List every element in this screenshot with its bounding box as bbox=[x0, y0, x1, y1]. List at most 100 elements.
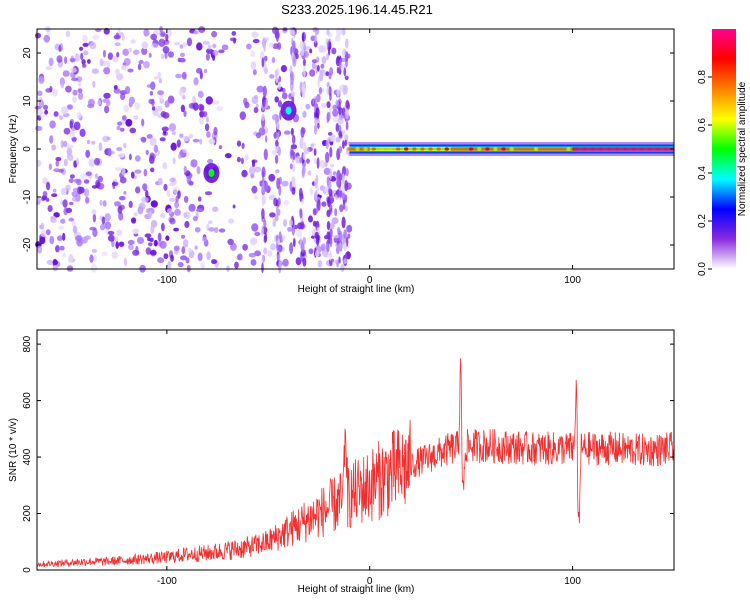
spectrogram-cell bbox=[82, 42, 89, 47]
spectrogram-streak bbox=[313, 124, 318, 135]
spectrogram-streak bbox=[275, 69, 278, 79]
spectrogram-cell bbox=[199, 104, 205, 111]
spectrogram-cell bbox=[132, 228, 140, 235]
spectrogram-cell bbox=[130, 171, 135, 179]
spectrogram-cell bbox=[159, 137, 166, 142]
spectrogram-cell bbox=[206, 48, 213, 54]
spectrogram-cell bbox=[101, 251, 108, 257]
spectrogram-cell bbox=[123, 191, 127, 195]
spectrogram-cell bbox=[188, 181, 194, 186]
spectrogram-cell bbox=[308, 215, 313, 223]
spectrogram-streak bbox=[341, 107, 346, 116]
spectrogram-cell bbox=[312, 208, 317, 216]
spectrogram-streak bbox=[274, 215, 279, 222]
spectrogram-cell bbox=[45, 229, 51, 236]
spectrogram-streak bbox=[327, 180, 332, 190]
spectrogram-streak bbox=[336, 188, 340, 198]
spectrogram-cell bbox=[118, 241, 125, 247]
spectrogram-cell bbox=[183, 165, 187, 173]
spectrogram-cell bbox=[55, 245, 60, 253]
spectrogram-cell bbox=[145, 149, 149, 156]
spectrogram-streak bbox=[301, 198, 304, 205]
spectrogram-cell bbox=[142, 183, 148, 191]
spectrogram-cell bbox=[190, 159, 198, 168]
spectrogram-cell bbox=[117, 153, 125, 158]
spectrogram-cell bbox=[274, 96, 280, 103]
spectrogram-cell bbox=[329, 222, 335, 230]
spectrogram-cell bbox=[65, 207, 73, 213]
spectrogram-cell bbox=[94, 173, 99, 179]
spectrogram-cell bbox=[176, 139, 181, 148]
spectrogram-cell bbox=[157, 90, 165, 96]
spectrogram-cell bbox=[169, 197, 176, 202]
spectrogram-cell bbox=[45, 88, 52, 93]
colorbar-label: Normalized spectral amplitude bbox=[737, 81, 748, 216]
spectrogram-cell bbox=[52, 259, 58, 265]
spectrogram-cell bbox=[281, 92, 288, 100]
spectrogram-streak bbox=[261, 170, 264, 178]
spectrogram-streak bbox=[343, 258, 348, 265]
spectrogram-streak bbox=[298, 187, 303, 198]
spectrogram-cell bbox=[167, 95, 175, 104]
spectrogram-cell bbox=[72, 225, 78, 234]
spectrogram-cell bbox=[102, 200, 107, 207]
spectrogram-streak bbox=[325, 151, 330, 163]
spectrogram-cell bbox=[60, 83, 64, 89]
snr-ticks: -100 0 100 0 200 400 600 800 bbox=[22, 330, 674, 587]
spectrogram-cell bbox=[134, 169, 142, 174]
spectrogram-cell bbox=[186, 37, 193, 47]
spectrogram-streak bbox=[342, 140, 345, 149]
spectrogram-cell bbox=[34, 32, 42, 39]
spectrogram-cell bbox=[153, 144, 159, 153]
spectrogram-cell bbox=[131, 217, 137, 224]
spectrogram-cell bbox=[208, 220, 213, 225]
spectrogram-cell bbox=[106, 60, 111, 69]
spectrogram-cell bbox=[150, 33, 158, 41]
spectrogram-cell bbox=[145, 247, 152, 255]
spectrogram-cell bbox=[114, 167, 122, 172]
spectrogram-streak bbox=[337, 226, 340, 234]
spectrogram-cell bbox=[320, 45, 328, 53]
spectrogram-cell bbox=[89, 254, 94, 263]
spectrogram-cell bbox=[150, 81, 156, 90]
colorbar-tick-label: 0.8 bbox=[697, 70, 708, 84]
spectrogram-cell bbox=[97, 100, 101, 106]
spectrogram-cell bbox=[115, 68, 120, 76]
spectrogram-streak bbox=[292, 55, 297, 68]
spectrogram-cell bbox=[197, 90, 204, 98]
spectrogram-streak bbox=[291, 28, 295, 36]
spectrogram-cell bbox=[269, 42, 275, 48]
spectrogram-cell bbox=[66, 104, 73, 110]
spectrogram-streak bbox=[344, 179, 349, 192]
spectrogram-cell bbox=[239, 111, 246, 120]
spectrogram-cell bbox=[167, 208, 173, 214]
spectrogram-cell bbox=[144, 233, 152, 238]
spectrogram-streak bbox=[302, 32, 305, 43]
spectrogram-cell bbox=[184, 220, 190, 229]
spectrogram-cell bbox=[116, 147, 123, 152]
figure-title: S233.2025.196.14.45.R21 bbox=[281, 2, 433, 17]
spectrogram-cell bbox=[71, 220, 76, 228]
spectrogram-cell bbox=[58, 225, 65, 230]
spectrogram-cell bbox=[218, 49, 225, 54]
y-tick-label: 400 bbox=[22, 448, 33, 465]
spectrogram-cell bbox=[133, 115, 139, 120]
spectrogram-cell bbox=[205, 53, 210, 61]
spectrogram-streak bbox=[300, 242, 305, 253]
spectrogram-cell bbox=[123, 104, 129, 113]
spectrogram-cell bbox=[212, 206, 219, 212]
spectrogram-cell bbox=[137, 63, 142, 71]
spectrogram-cell bbox=[69, 67, 77, 73]
spectrogram-cell bbox=[119, 127, 125, 132]
spectrogram-cell bbox=[49, 135, 54, 144]
spectrogram-cell bbox=[35, 125, 43, 131]
spectrogram-cell bbox=[173, 245, 180, 251]
spectrogram-cell bbox=[52, 265, 58, 272]
spectrogram-cell bbox=[107, 234, 115, 242]
spectrogram-cell bbox=[130, 39, 136, 44]
spectrogram-cell bbox=[141, 47, 148, 55]
spectrogram-streak bbox=[326, 29, 330, 36]
spectrogram-cell bbox=[42, 190, 48, 198]
spectrogram-cell bbox=[148, 53, 152, 58]
spectrogram-cell bbox=[58, 44, 62, 53]
